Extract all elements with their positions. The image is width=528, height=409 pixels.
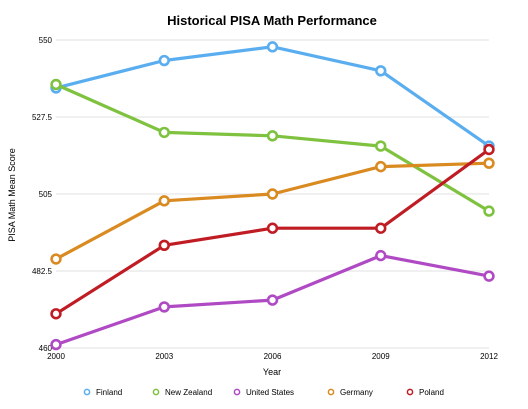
data-point: [50, 308, 62, 320]
x-axis-label: Year: [263, 367, 281, 377]
data-point: [266, 294, 279, 306]
series-poland: [50, 143, 495, 320]
data-point: [483, 270, 495, 282]
data-point: [375, 140, 387, 152]
data-point: [375, 249, 387, 262]
legend-label: United States: [246, 388, 294, 397]
legend-item: United States: [233, 388, 294, 397]
legend-label: Germany: [340, 388, 373, 397]
series-finland: [50, 41, 495, 152]
x-tick-label: 2006: [264, 352, 282, 361]
y-tick-label: 527.5: [32, 113, 53, 122]
data-point: [375, 222, 387, 234]
legend-item: Poland: [406, 388, 444, 397]
legend-marker-icon: [233, 388, 241, 396]
x-tick-label: 2003: [155, 352, 173, 361]
legend: Finland New Zealand United States Germany Po…: [83, 388, 444, 397]
legend-item: Germany: [327, 388, 373, 397]
legend-item: Finland: [83, 388, 122, 397]
y-tick-label: 550: [39, 36, 53, 45]
legend-label: Finland: [96, 388, 122, 397]
legend-marker-icon: [327, 388, 335, 396]
data-point: [483, 157, 495, 169]
data-point: [50, 338, 62, 351]
y-tick-labels: 460 482.5 505 527.5 550: [32, 36, 53, 353]
x-tick-label: 2012: [480, 352, 498, 361]
legend-marker-icon: [152, 388, 160, 396]
series-united-states: [50, 249, 495, 351]
series-germany: [50, 157, 495, 265]
chart-title: Historical PISA Math Performance: [167, 13, 377, 28]
y-tick-label: 482.5: [32, 267, 53, 276]
data-point: [266, 41, 279, 53]
legend-marker-icon: [83, 388, 91, 396]
series-group: [50, 41, 495, 351]
data-point: [483, 205, 495, 217]
data-point: [266, 130, 279, 142]
legend-label: New Zealand: [165, 388, 212, 397]
data-point: [375, 160, 387, 173]
data-point: [158, 195, 170, 207]
series-line: [54, 161, 491, 261]
data-point: [158, 301, 170, 313]
legend-item: New Zealand: [152, 388, 212, 397]
legend-marker-icon: [406, 388, 414, 396]
series-new-zealand: [50, 78, 495, 217]
data-point: [158, 239, 170, 252]
data-point: [483, 143, 495, 156]
x-tick-labels: 2000 2003 2006 2009 2012: [47, 352, 498, 361]
legend-label: Poland: [419, 388, 444, 397]
data-point: [375, 65, 387, 77]
y-tick-label: 505: [39, 190, 53, 199]
x-tick-label: 2009: [372, 352, 390, 361]
data-point: [50, 253, 62, 265]
y-tick-label: 460: [39, 344, 53, 353]
y-axis-label: PISA Math Mean Score: [7, 148, 17, 242]
data-point: [50, 78, 62, 91]
data-point: [158, 126, 170, 139]
data-point: [266, 222, 279, 234]
data-point: [266, 188, 279, 200]
x-tick-label: 2000: [47, 352, 65, 361]
data-point: [158, 54, 170, 67]
